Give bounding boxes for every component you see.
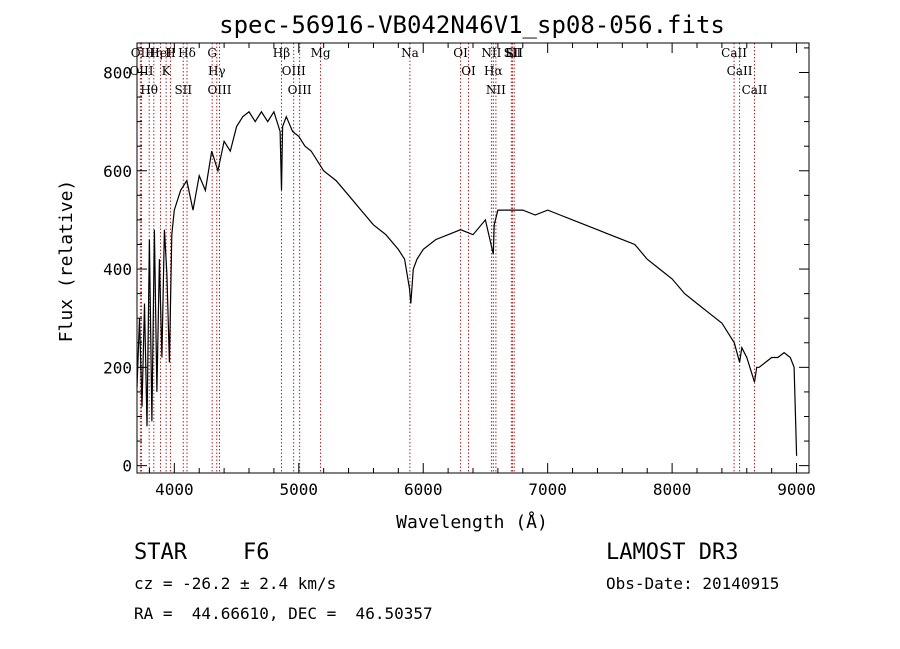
line-label-0: Hθ bbox=[140, 83, 158, 97]
object-subclass: F6 bbox=[243, 540, 270, 565]
line-label-16: Na bbox=[401, 46, 419, 60]
line-label-11: G bbox=[207, 46, 217, 60]
line-label-26: CaII bbox=[727, 64, 753, 78]
x-axis-label: Wavelength (Å) bbox=[396, 511, 548, 533]
line-label-9: OIII bbox=[207, 83, 231, 97]
line-label-23: SII bbox=[505, 46, 523, 60]
line-label-13: OIII bbox=[282, 64, 306, 78]
line-label-7: Hδ bbox=[178, 46, 196, 60]
y-tick-label-800: 800 bbox=[103, 63, 132, 82]
axes: 4000 5000 6000 7000 8000 9000 0 200 400 600 800 bbox=[103, 43, 816, 499]
line-label-19: Hα bbox=[484, 64, 503, 78]
line-label-8: SII bbox=[174, 83, 192, 97]
series-group bbox=[137, 112, 797, 456]
survey-name: LAMOST DR3 bbox=[606, 540, 738, 565]
line-label-2: OIII bbox=[129, 64, 153, 78]
line-label-20: NII bbox=[481, 46, 501, 60]
chart-title: spec-56916-VB042N46V1_sp08-056.fits bbox=[219, 11, 725, 39]
line-label-21: NII bbox=[486, 83, 506, 97]
x-tick-label-5000: 5000 bbox=[280, 480, 319, 499]
series-line-spectrum bbox=[137, 112, 797, 456]
line-label-18: OI bbox=[461, 64, 476, 78]
line-label-25: CaII bbox=[721, 46, 747, 60]
x-tick-label-9000: 9000 bbox=[777, 480, 816, 499]
x-tick-label-7000: 7000 bbox=[528, 480, 567, 499]
y-axis-label: Flux (relative) bbox=[56, 180, 77, 343]
line-label-27: CaII bbox=[742, 83, 768, 97]
y-tick-label-600: 600 bbox=[103, 162, 132, 181]
line-label-10: Hγ bbox=[208, 64, 226, 78]
object-class: STAR bbox=[134, 540, 187, 565]
line-label-14: OIII bbox=[288, 83, 312, 97]
coordinates: RA = 44.66610, DEC = 46.50357 bbox=[134, 604, 433, 623]
plot-frame bbox=[137, 43, 809, 473]
x-tick-label-6000: 6000 bbox=[404, 480, 443, 499]
observation-date: Obs-Date: 20140915 bbox=[606, 574, 779, 593]
y-tick-label-0: 0 bbox=[122, 457, 132, 476]
y-tick-label-400: 400 bbox=[103, 260, 132, 279]
line-label-17: OI bbox=[453, 46, 468, 60]
x-tick-label-8000: 8000 bbox=[653, 480, 692, 499]
y-tick-label-200: 200 bbox=[103, 358, 132, 377]
line-label-12: Hβ bbox=[273, 46, 290, 60]
x-tick-label-4000: 4000 bbox=[155, 480, 194, 499]
line-label-15: Mg bbox=[311, 46, 331, 60]
redshift-cz: cz = -26.2 ± 2.4 km/s bbox=[134, 574, 336, 593]
